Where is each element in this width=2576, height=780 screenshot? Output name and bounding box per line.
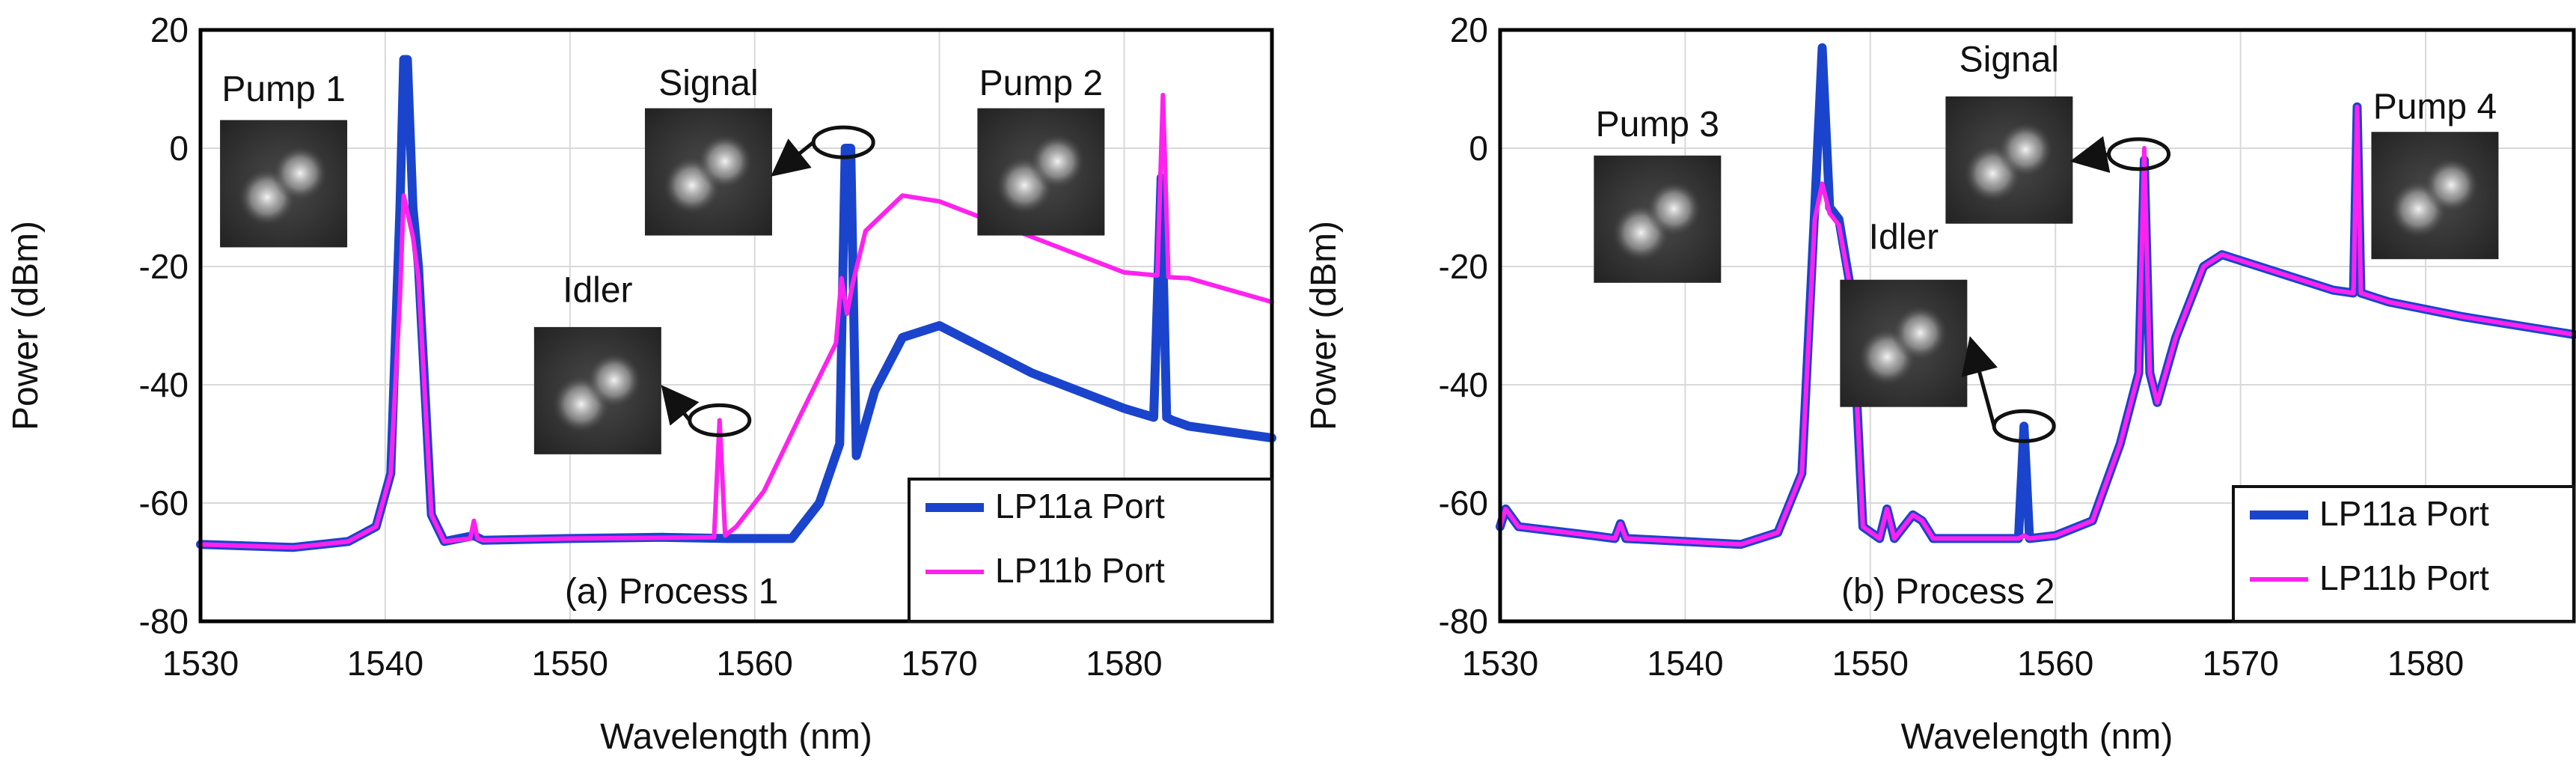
annotation-label: Pump 3 — [1596, 105, 1719, 144]
mode-image — [220, 120, 348, 248]
x-axis-title: Wavelength (nm) — [600, 717, 872, 757]
mode-image — [644, 108, 772, 236]
mode-image — [1594, 155, 1722, 283]
x-tick-label: 1550 — [532, 644, 608, 683]
highlight-ellipse — [2107, 137, 2171, 171]
y-tick-label: -80 — [1439, 602, 1488, 641]
y-tick-label: 20 — [150, 10, 189, 49]
panel-label: (b) Process 2 — [1841, 572, 2055, 612]
panel-process-1: 1530 1540 1550 1560 1570 1580 20 0 -20 -40 -60 -80 W… — [6, 10, 1276, 757]
annotation-idler: Idler — [533, 270, 752, 454]
y-tick-label: -40 — [139, 365, 189, 404]
mode-image — [2371, 132, 2499, 260]
x-tick-label: 1530 — [1462, 644, 1538, 683]
x-tick-label: 1570 — [2202, 644, 2278, 683]
legend-item-label: LP11b Port — [995, 551, 1165, 590]
annotation-pump-4: Pump 4 — [2371, 88, 2499, 260]
series-line-lp11b — [198, 92, 1274, 550]
annotation-pump-1: Pump 1 — [220, 70, 348, 248]
annotation-label: Signal — [1959, 40, 2059, 79]
panel-label: (a) Process 1 — [565, 572, 778, 612]
x-tick-label: 1580 — [1086, 644, 1162, 683]
y-tick-label: 20 — [1450, 10, 1488, 49]
x-axis-title: Wavelength (nm) — [1901, 717, 2173, 757]
legend: LP11a Port LP11b Port — [908, 478, 1273, 623]
legend-item-label: LP11b Port — [2319, 558, 2489, 597]
y-tick-label: 0 — [169, 129, 189, 168]
panel-process-2: 1530 1540 1550 1560 1570 1580 20 0 -20 -40 -60 -80 W… — [1304, 10, 2576, 757]
y-tick-label: -80 — [139, 602, 189, 641]
annotation-pump-3: Pump 3 — [1594, 105, 1722, 283]
annotation-label: Idler — [1869, 217, 1939, 257]
x-tick-label: 1560 — [2017, 644, 2093, 683]
annotation-arrow — [661, 385, 700, 426]
annotation-arrow — [2069, 135, 2111, 174]
annotation-label: Pump 4 — [2373, 88, 2497, 127]
annotation-label: Idler — [563, 270, 632, 310]
annotation-pump-2: Pump 2 — [977, 64, 1105, 236]
annotation-idler: Idler — [1840, 217, 2056, 443]
y-tick-label: -20 — [1439, 247, 1488, 286]
x-tick-label: 1530 — [162, 644, 239, 683]
x-tick-label: 1540 — [347, 644, 423, 683]
annotation-arrow — [1961, 336, 1998, 427]
y-tick-label: -20 — [139, 247, 189, 286]
series-line-lp11b — [1498, 104, 2576, 547]
x-tick-label: 1540 — [1647, 644, 1723, 683]
annotation-arrow — [771, 138, 815, 177]
y-tick-label: 0 — [1469, 129, 1488, 168]
legend-item-label: LP11a Port — [995, 487, 1165, 525]
mode-image — [977, 108, 1105, 236]
legend-box — [2232, 485, 2575, 623]
plot-frame — [198, 28, 1274, 624]
y-tick-label: -60 — [1439, 484, 1488, 522]
legend-box — [908, 478, 1273, 623]
plot-frame — [1498, 28, 2576, 624]
mode-image — [1945, 96, 2073, 224]
annotation-signal: Signal — [1945, 40, 2171, 224]
mode-image — [533, 326, 661, 454]
legend: LP11a Port LP11b Port — [2232, 485, 2575, 623]
legend-item-label: LP11a Port — [2319, 494, 2489, 533]
y-tick-label: -40 — [1439, 365, 1488, 404]
annotation-label: Signal — [658, 64, 758, 103]
y-axis-title: Power (dBm) — [1304, 221, 1344, 430]
annotation-signal: Signal — [644, 64, 875, 236]
x-tick-label: 1560 — [717, 644, 793, 683]
mode-image — [1840, 279, 1968, 407]
y-tick-label: -60 — [139, 484, 189, 522]
y-axis-title: Power (dBm) — [6, 221, 46, 430]
x-tick-label: 1570 — [901, 644, 977, 683]
series-line-lp11a — [196, 55, 1276, 552]
annotation-label: Pump 2 — [979, 64, 1103, 103]
x-tick-label: 1580 — [2387, 644, 2464, 683]
annotation-label: Pump 1 — [221, 70, 345, 109]
x-tick-label: 1550 — [1832, 644, 1909, 683]
